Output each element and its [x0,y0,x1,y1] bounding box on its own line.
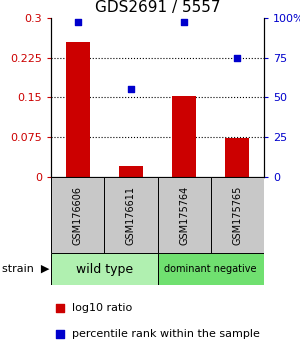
Bar [119,166,143,177]
Point [75,19,80,25]
Text: GSM175764: GSM175764 [179,185,189,245]
Bar [172,96,196,177]
Title: GDS2691 / 5557: GDS2691 / 5557 [95,0,220,15]
Point [235,55,240,60]
Point [128,86,133,92]
Bar [104,177,158,253]
Text: strain  ▶: strain ▶ [2,264,49,274]
Text: GSM176606: GSM176606 [73,185,82,245]
Bar [51,253,158,285]
Point [232,164,237,170]
Text: GSM175765: GSM175765 [232,185,242,245]
Bar [211,177,264,253]
Text: log10 ratio: log10 ratio [72,303,133,313]
Text: GSM176611: GSM176611 [126,185,136,245]
Bar [158,253,264,285]
Text: wild type: wild type [76,263,133,275]
Text: dominant negative: dominant negative [164,264,257,274]
Bar [158,177,211,253]
Point [182,19,187,25]
Bar [225,138,249,177]
Text: percentile rank within the sample: percentile rank within the sample [72,329,260,339]
Bar [66,41,90,177]
Bar [51,177,104,253]
